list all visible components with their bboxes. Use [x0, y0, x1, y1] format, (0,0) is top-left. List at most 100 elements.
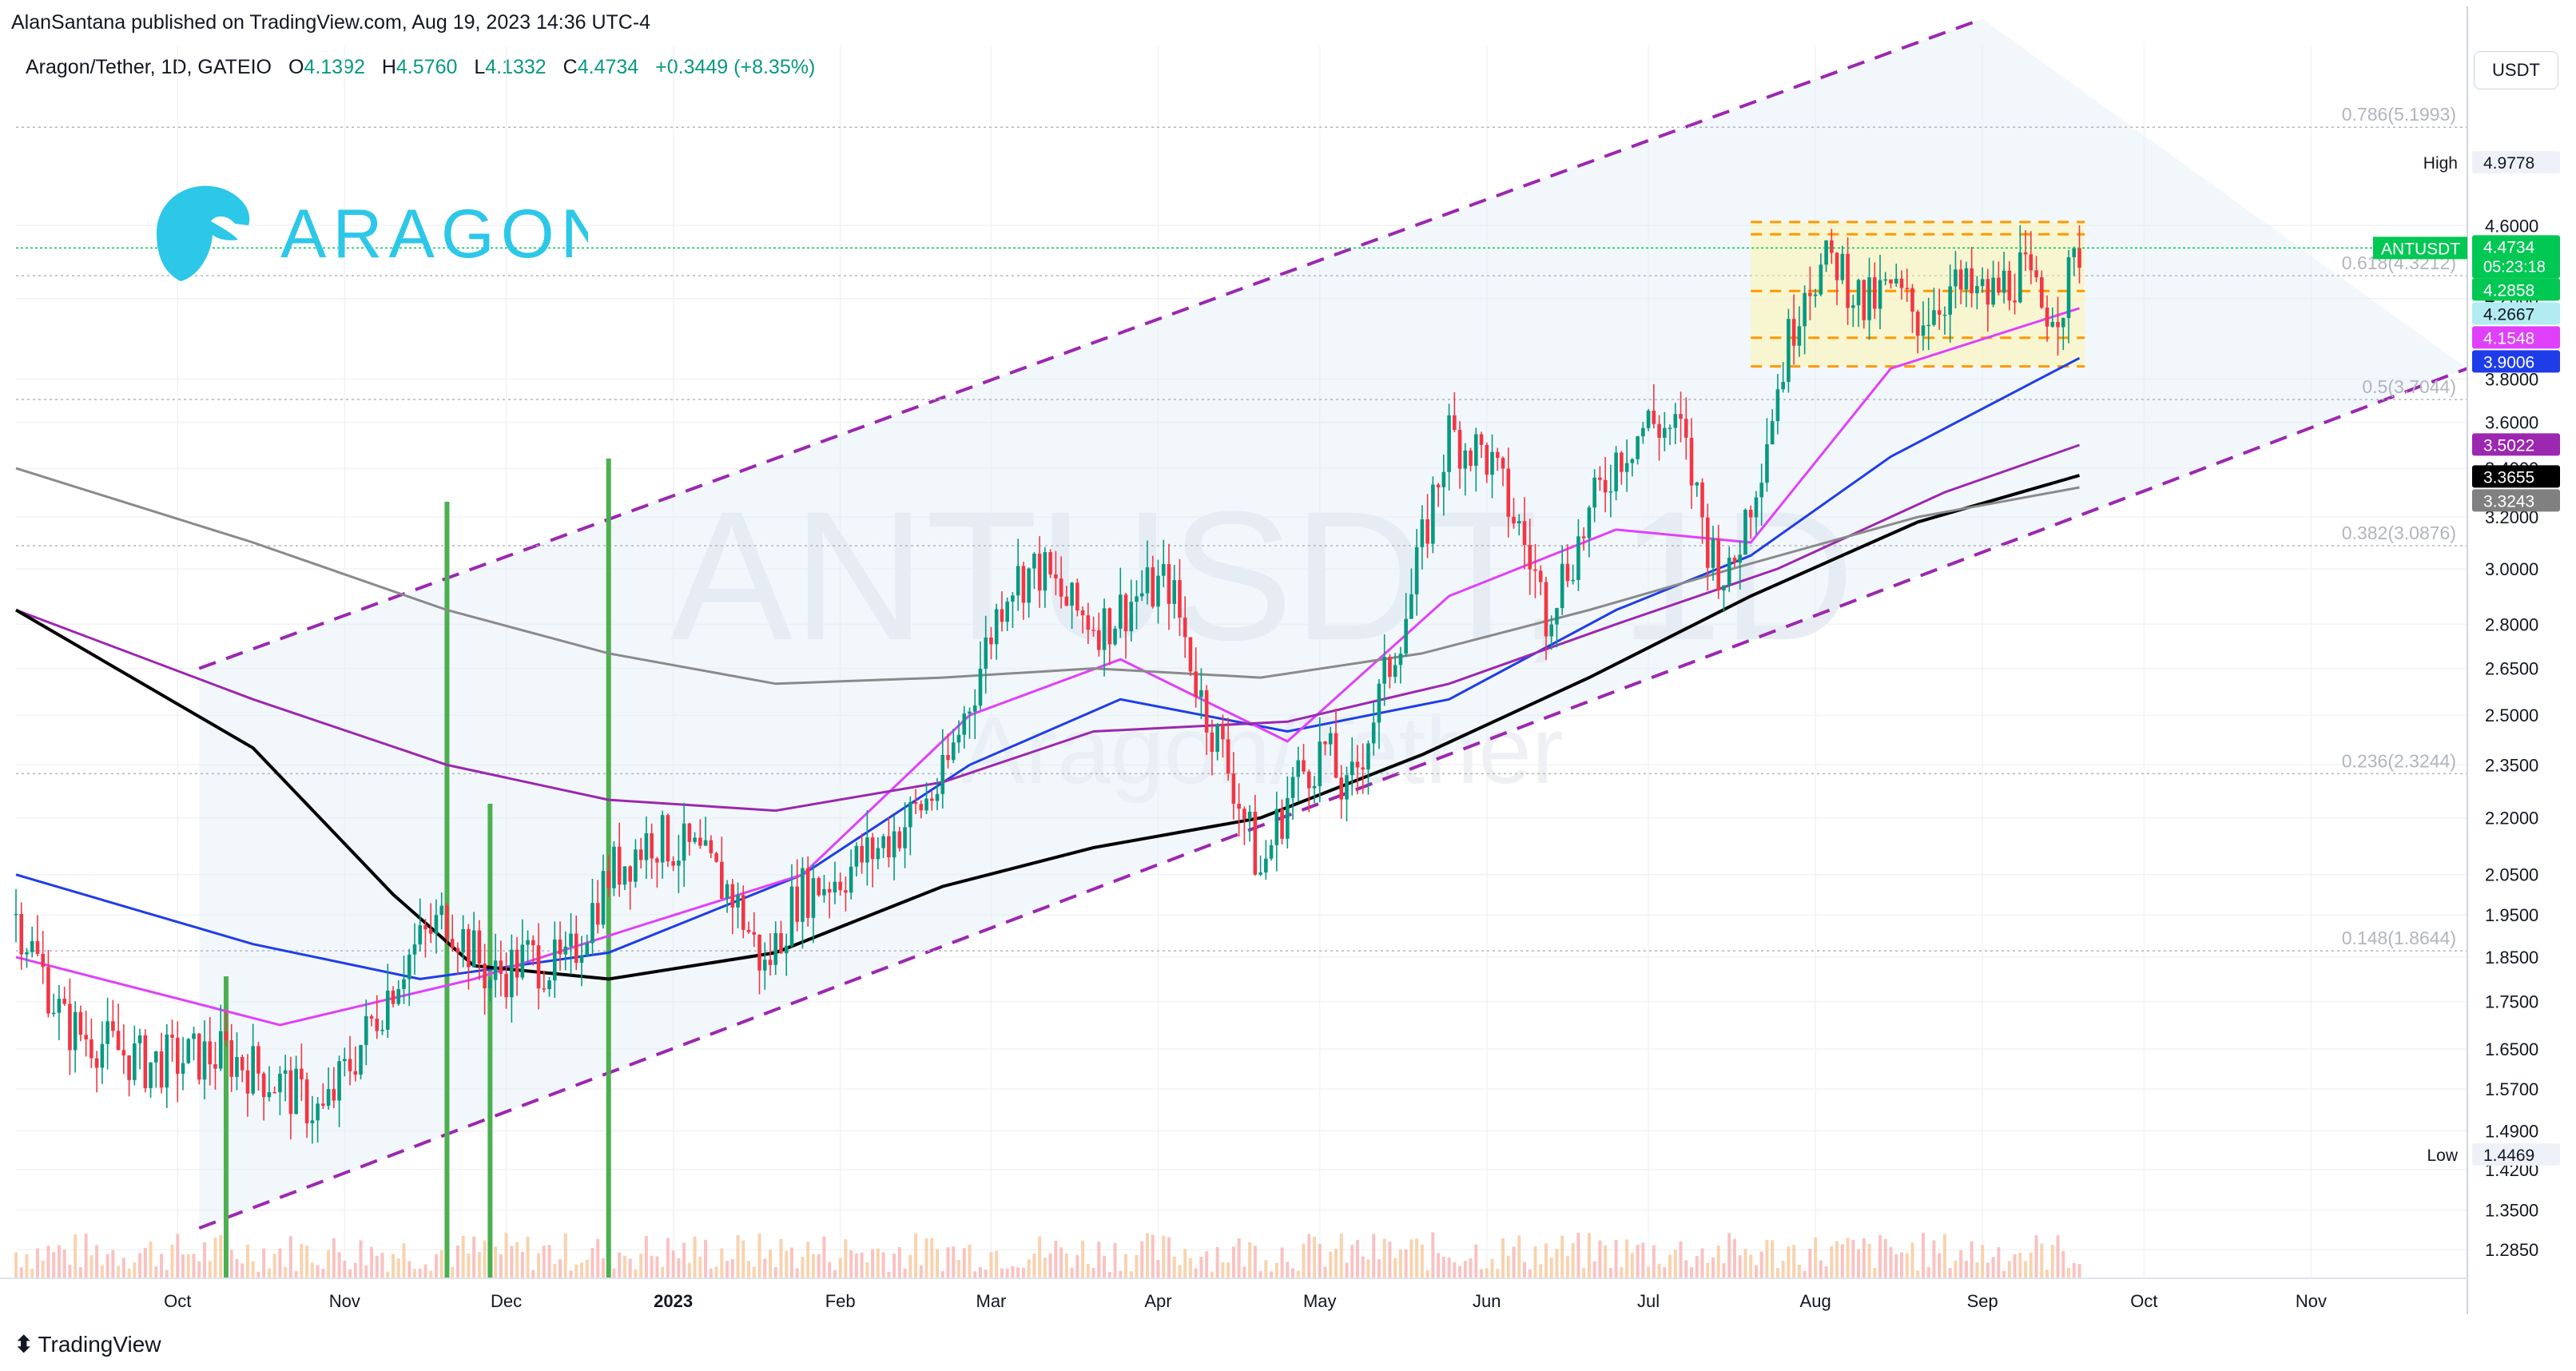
candle-body [450, 939, 455, 948]
candle-body [1711, 538, 1715, 568]
volume-bar [1409, 1239, 1413, 1278]
price-tick-label: 1.5700 [2485, 1079, 2538, 1099]
volume-bar [1005, 1268, 1009, 1278]
volume-bar [2029, 1253, 2033, 1278]
volume-bar [741, 1240, 745, 1278]
candle-body [1258, 872, 1262, 875]
candle-body [687, 823, 692, 842]
volume-bar [1323, 1266, 1327, 1278]
candle-body [278, 1073, 282, 1093]
volume-bar [1129, 1271, 1133, 1278]
candle-body [208, 1041, 213, 1065]
volume-bar [580, 1262, 583, 1278]
candle-body [385, 990, 390, 1030]
volume-bar [1571, 1242, 1575, 1278]
volume-bar [229, 1250, 233, 1278]
volume-bar [1291, 1268, 1295, 1278]
volume-bar [1894, 1254, 1898, 1278]
candle-body [181, 1063, 185, 1074]
volume-bar [310, 1262, 314, 1278]
volume-bar [1851, 1240, 1855, 1278]
volume-bar [321, 1268, 325, 1278]
volume-bar [2018, 1253, 2022, 1278]
volume-bar [1231, 1246, 1235, 1278]
candle-body [860, 845, 864, 863]
volume-bar [569, 1270, 573, 1278]
volume-bar [154, 1266, 158, 1278]
candle-body [1997, 277, 2001, 293]
candle-body [1846, 253, 1850, 308]
candle-body [779, 932, 783, 954]
candle-body [1921, 325, 1926, 336]
volume-bar [1345, 1262, 1349, 1278]
volume-bar [1523, 1262, 1526, 1278]
candle-body [1264, 858, 1268, 873]
volume-bar [785, 1250, 789, 1278]
candle-body [1156, 575, 1160, 607]
volume-bar [41, 1260, 45, 1278]
high-label: H [381, 56, 396, 78]
candle-body [1107, 608, 1112, 645]
candle-body [789, 886, 794, 946]
fib-label: 0.148(1.8644) [2342, 928, 2456, 948]
volume-bar [1684, 1260, 1688, 1278]
candle-body [1113, 628, 1117, 645]
price-tick-label: 2.8000 [2485, 614, 2538, 634]
volume-bar [78, 1266, 82, 1278]
candle-body [736, 895, 740, 908]
volume-bar [1329, 1251, 1333, 1278]
volume-bar [773, 1266, 777, 1278]
volume-bar [779, 1238, 783, 1278]
candle-body [956, 734, 961, 743]
candle-body [1824, 240, 1828, 265]
candle-body [2056, 322, 2060, 328]
currency-button[interactable]: USDT [2474, 51, 2558, 89]
candle-body [951, 742, 956, 761]
candle-body [1242, 809, 1246, 820]
time-tick-label: 2023 [654, 1291, 693, 1311]
volume-bar [1027, 1259, 1031, 1278]
volume-bar [1485, 1268, 1489, 1278]
candle-body [68, 1003, 72, 1051]
candle-body [1398, 654, 1403, 666]
volume-bar [1910, 1242, 1914, 1278]
tradingview-logo-icon: ⬍ [14, 1332, 34, 1357]
candle-body [978, 669, 983, 706]
volume-bar [693, 1236, 697, 1278]
volume-bar [1016, 1267, 1020, 1278]
volume-bar [860, 1252, 864, 1278]
volume-bar [1636, 1245, 1640, 1278]
volume-bar [574, 1264, 578, 1278]
volume-bar [914, 1233, 918, 1278]
candle-body [1485, 444, 1489, 475]
volume-spike [223, 976, 229, 1278]
candle-body [585, 943, 590, 956]
volume-bar [455, 1245, 459, 1278]
volume-bar [1048, 1253, 1052, 1278]
candle-body [1021, 566, 1026, 603]
volume-bar [2040, 1243, 2044, 1278]
last-price-value: 4.4734 [2483, 238, 2535, 256]
volume-bar [682, 1242, 686, 1278]
candle-body [1620, 452, 1624, 472]
tradingview-brand[interactable]: ⬍ TradingView [14, 1331, 161, 1357]
volume-bar [736, 1234, 740, 1278]
candle-body [1247, 811, 1252, 820]
candle-body [1781, 381, 1785, 390]
candle-body [407, 954, 411, 980]
volume-bar [1738, 1255, 1742, 1278]
volume-bar [396, 1258, 400, 1278]
candle-body [811, 878, 816, 918]
volume-bar [370, 1246, 374, 1278]
volume-bar [1775, 1268, 1779, 1278]
volume-bar [1948, 1268, 1952, 1278]
volume-bar [995, 1250, 999, 1278]
volume-bar [704, 1239, 708, 1278]
candle-body [25, 952, 29, 955]
volume-bar [714, 1266, 718, 1278]
volume-bar [1732, 1238, 1736, 1278]
candle-body [1097, 630, 1101, 650]
volume-bar [1803, 1270, 1807, 1278]
candle-body [310, 1120, 315, 1123]
